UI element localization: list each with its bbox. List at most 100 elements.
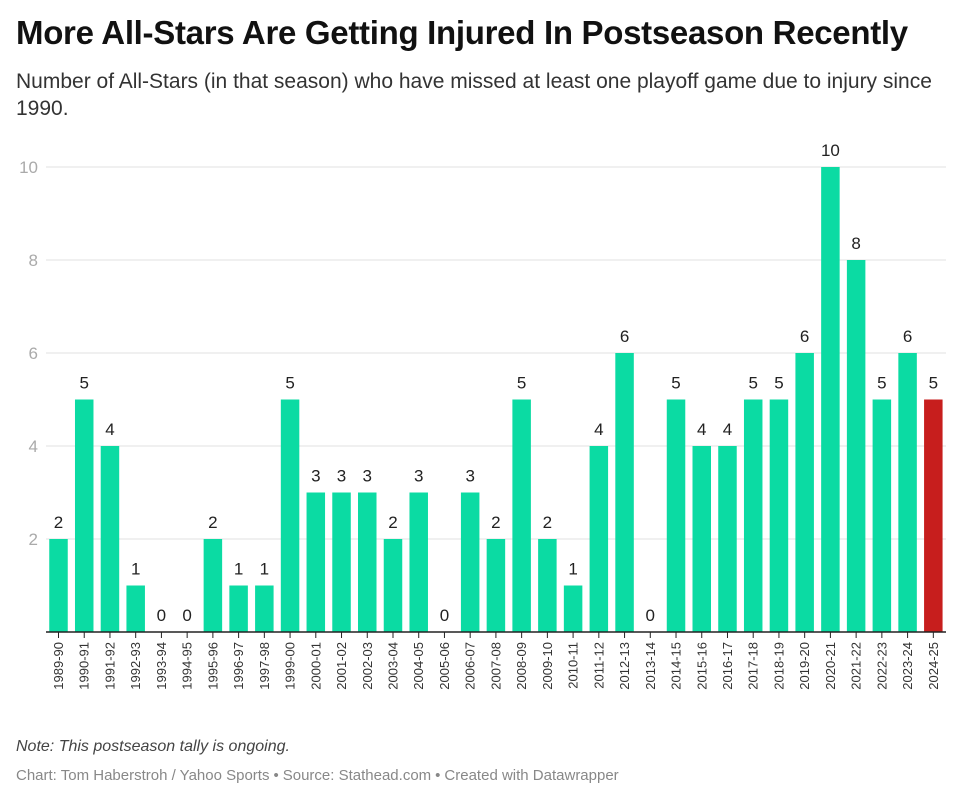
bar-value-label: 4: [105, 420, 114, 439]
datawrapper-credit: Created with Datawrapper: [444, 767, 619, 784]
bar[interactable]: [795, 353, 814, 632]
x-tick-label: 2007-08: [488, 642, 503, 690]
bar-value-label: 5: [877, 374, 886, 393]
bar[interactable]: [898, 353, 917, 632]
bar-value-label: 5: [774, 374, 783, 393]
x-tick-label: 1997-98: [257, 642, 272, 690]
bar[interactable]: [615, 353, 634, 632]
bar-value-label: 8: [851, 234, 860, 253]
bar-value-label: 6: [800, 327, 809, 346]
bar[interactable]: [49, 539, 68, 632]
bar[interactable]: [280, 399, 300, 633]
y-tick-label: 6: [29, 344, 38, 363]
bar[interactable]: [512, 399, 531, 633]
bar[interactable]: [229, 585, 248, 633]
x-tick-label: 1989-90: [51, 642, 66, 690]
source-link[interactable]: Source: Stathead.com: [282, 767, 432, 784]
x-tick-label: 2004-05: [411, 642, 426, 690]
bar-value-label: 6: [620, 327, 629, 346]
bar[interactable]: [100, 446, 120, 632]
bar[interactable]: [538, 539, 557, 632]
bar[interactable]: [383, 539, 403, 632]
x-tick-label: 2020-21: [823, 642, 838, 690]
x-tick-label: 2022-23: [874, 642, 889, 690]
x-tick-label: 2005-06: [437, 642, 452, 690]
bar-value-label: 2: [208, 513, 217, 532]
bar-value-label: 5: [517, 374, 526, 393]
bar-value-label: 5: [285, 374, 294, 393]
bar-value-label: 1: [568, 560, 577, 579]
bar-value-label: 5: [79, 374, 88, 393]
bar-value-label: 0: [646, 606, 655, 625]
bar-value-label: 0: [182, 606, 191, 625]
x-tick-label: 2001-02: [334, 642, 349, 690]
bar[interactable]: [718, 446, 737, 632]
bar[interactable]: [358, 492, 377, 633]
x-tick-label: 2010-11: [566, 642, 581, 689]
bar-value-label: 3: [363, 467, 372, 486]
bar[interactable]: [924, 399, 943, 633]
x-tick-label: 2013-14: [643, 642, 658, 690]
bar-value-label: 3: [311, 467, 320, 486]
x-tick-label: 1996-97: [231, 642, 246, 690]
bar-value-label: 5: [929, 374, 938, 393]
x-tick-label: 2002-03: [360, 642, 375, 690]
bar[interactable]: [126, 585, 145, 633]
bar[interactable]: [306, 492, 326, 633]
bar[interactable]: [743, 399, 763, 633]
x-tick-label: 1992-93: [128, 642, 143, 690]
y-tick-label: 10: [19, 158, 38, 177]
bar[interactable]: [460, 492, 480, 633]
bar[interactable]: [846, 260, 866, 632]
x-tick-label: 2000-01: [308, 642, 323, 690]
bar[interactable]: [666, 399, 686, 633]
bar-value-label: 6: [903, 327, 912, 346]
bar-value-label: 1: [260, 560, 269, 579]
x-tick-label: 2016-17: [720, 642, 735, 690]
bar[interactable]: [409, 492, 428, 633]
x-tick-label: 2008-09: [514, 642, 529, 690]
x-tick-label: 2024-25: [926, 642, 941, 690]
bar-value-label: 4: [723, 420, 732, 439]
bar-value-label: 0: [440, 606, 449, 625]
chart-credit: Chart: Tom Haberstroh / Yahoo Sports: [16, 767, 270, 784]
x-tick-label: 2009-10: [540, 642, 555, 690]
x-tick-label: 2012-13: [617, 642, 632, 690]
x-tick-label: 1994-95: [180, 642, 195, 690]
bar[interactable]: [769, 399, 789, 633]
bar[interactable]: [589, 446, 609, 632]
bar-value-label: 10: [821, 141, 840, 160]
bars: [49, 167, 943, 633]
bar-value-label: 2: [491, 513, 500, 532]
bar-value-label: 2: [54, 513, 63, 532]
bar[interactable]: [692, 446, 712, 632]
x-tick-label: 1995-96: [205, 642, 220, 690]
bar[interactable]: [332, 492, 351, 633]
bar-value-label: 2: [388, 513, 397, 532]
chart-note: Note: This postseason tally is ongoing.: [16, 738, 290, 755]
bar[interactable]: [74, 399, 94, 633]
x-tick-label: 1993-94: [154, 642, 169, 690]
bar[interactable]: [563, 585, 583, 633]
bar-value-label: 1: [131, 560, 140, 579]
x-tick-label: 2017-18: [746, 642, 761, 690]
y-tick-label: 2: [29, 530, 38, 549]
bar-value-label: 0: [157, 606, 166, 625]
x-tick-label: 1990-91: [77, 642, 92, 690]
credit-separator: •: [435, 767, 441, 784]
bar-value-label: 3: [465, 467, 474, 486]
chart-title: More All-Stars Are Getting Injured In Po…: [16, 14, 908, 51]
y-tick-label: 4: [29, 437, 38, 456]
chart-credits: Chart: Tom Haberstroh / Yahoo Sports • Sou…: [16, 767, 619, 784]
x-tick-label: 2011-12: [591, 642, 606, 689]
credit-separator: •: [273, 767, 279, 784]
bar[interactable]: [821, 167, 840, 632]
bar[interactable]: [255, 585, 274, 633]
bar[interactable]: [203, 539, 223, 632]
bar[interactable]: [486, 539, 506, 632]
x-tick-label: 2003-04: [385, 642, 400, 690]
x-tick-label: 2006-07: [463, 642, 478, 690]
bar[interactable]: [872, 399, 892, 633]
bar-value-label: 3: [414, 467, 423, 486]
